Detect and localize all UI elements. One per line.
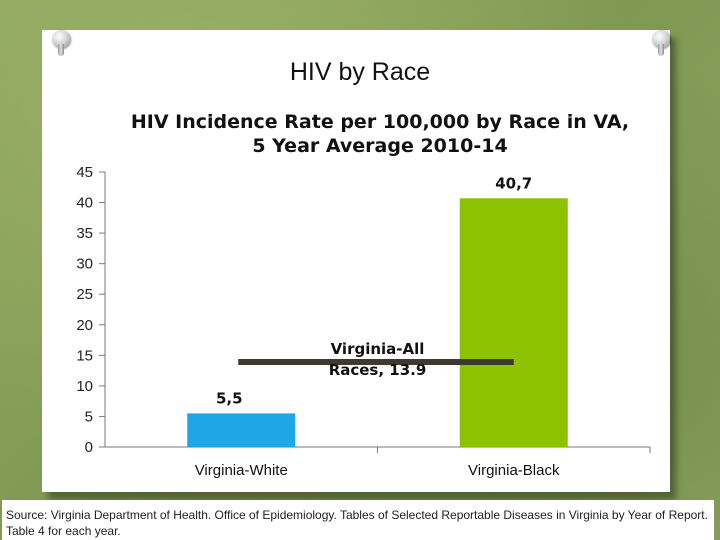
pushpin-icon bbox=[650, 30, 672, 56]
y-tick-label: 0 bbox=[85, 439, 93, 456]
x-category-label: Virginia-Black bbox=[468, 462, 560, 479]
bar-virginia-black bbox=[459, 198, 568, 447]
y-tick-label: 25 bbox=[76, 286, 93, 303]
chart-title: HIV Incidence Rate per 100,000 by Race i… bbox=[110, 110, 650, 158]
y-tick-label: 15 bbox=[76, 347, 93, 364]
y-tick-label: 45 bbox=[76, 164, 93, 181]
y-tick-label: 40 bbox=[76, 195, 93, 212]
slide-title: HIV by Race bbox=[289, 58, 431, 86]
y-tick-label: 35 bbox=[76, 225, 93, 242]
reference-line-label: Races, 13.9 bbox=[329, 361, 427, 379]
data-label: 40,7 bbox=[495, 174, 532, 192]
x-category-label: Virginia-White bbox=[195, 462, 288, 479]
chart-title-line-1: HIV Incidence Rate per 100,000 by Race i… bbox=[130, 111, 630, 133]
y-tick-label: 10 bbox=[76, 378, 93, 395]
y-tick-label: 30 bbox=[76, 256, 93, 273]
source-note: Source: Virginia Department of Health. O… bbox=[2, 500, 714, 540]
pushpin-icon bbox=[50, 30, 72, 56]
data-label: 5,5 bbox=[216, 389, 243, 407]
bar-virginia-white bbox=[187, 413, 296, 447]
y-tick-label: 20 bbox=[76, 317, 93, 334]
reference-line-label: Virginia-All bbox=[331, 340, 425, 358]
chart-title-line-2: 5 Year Average 2010-14 bbox=[252, 135, 508, 157]
y-tick-label: 5 bbox=[85, 408, 93, 425]
